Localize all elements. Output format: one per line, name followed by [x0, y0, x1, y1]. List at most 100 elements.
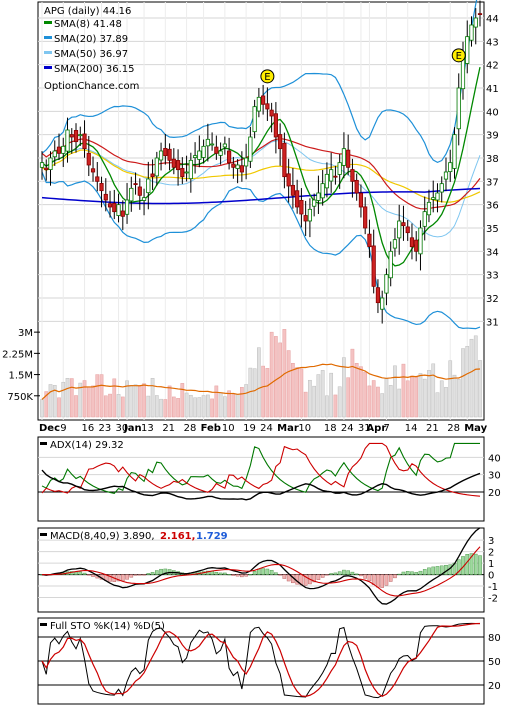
volume-bar: [350, 348, 355, 418]
price-tick-label: 39: [486, 131, 499, 142]
candle-body: [431, 197, 436, 200]
candle-body: [69, 134, 74, 138]
volume-bar: [286, 350, 291, 418]
macd-histogram-bar: [333, 572, 338, 575]
volume-bar: [342, 357, 346, 418]
candle-body: [405, 226, 410, 234]
volume-bar: [167, 385, 172, 418]
candle-body: [120, 210, 125, 217]
price-candles: EE: [39, 0, 483, 324]
candle-body: [205, 138, 210, 147]
macd-histogram-bar: [150, 572, 155, 575]
macd-histogram-bar: [163, 568, 168, 575]
macd-title: MACD(8,40,9) 3.890, 2.161, 1.729: [40, 531, 228, 542]
volume-tick-label: 3M: [18, 328, 33, 339]
macd-histogram-bar: [91, 574, 95, 577]
sto-title: Full STO %K(14) %D(5): [40, 621, 165, 632]
legend-sma20: SMA(20) 37.89: [54, 34, 128, 45]
candle-body: [337, 162, 342, 175]
volume-bar: [103, 395, 108, 418]
candle-body: [397, 220, 402, 239]
date-tick-label: 18: [324, 423, 337, 434]
candle-body: [56, 146, 62, 154]
macd-histogram-bar: [261, 568, 265, 575]
date-tick-label: 19: [243, 423, 256, 434]
candle-body: [171, 158, 176, 168]
macd-histogram-bar: [214, 572, 219, 575]
date-tick-label: Dec: [39, 423, 60, 434]
volume-bar: [244, 384, 248, 418]
volume-bar: [469, 338, 474, 418]
date-tick-label: 7: [383, 423, 389, 434]
candle-body: [129, 187, 134, 202]
candle-body: [192, 155, 198, 158]
volume-bar: [354, 363, 359, 418]
volume-bar: [299, 368, 304, 418]
candle-body: [158, 150, 164, 161]
candle-body: [380, 297, 385, 310]
candle-body: [48, 157, 53, 170]
volume-bar: [448, 360, 453, 418]
indicator-tick-label: -2: [488, 594, 498, 605]
date-tick-label: 30: [116, 423, 129, 434]
macd-histogram-bar: [316, 574, 321, 580]
macd-histogram-bar: [278, 574, 282, 576]
volume-bar: [78, 382, 83, 418]
macd-histogram-bar: [159, 568, 163, 575]
candle-body: [388, 250, 393, 279]
volume-tick-label: 1.5M: [8, 371, 33, 382]
volume-bar: [193, 397, 197, 418]
legend-swatch-sma50: [44, 51, 52, 54]
date-tick-label: Feb: [201, 423, 221, 434]
macd-histogram-bar: [133, 574, 138, 576]
candle-body: [295, 190, 300, 208]
macd-histogram-bar: [223, 572, 227, 575]
candle-body: [290, 184, 295, 196]
candle-body: [95, 176, 100, 182]
volume-bar: [171, 396, 176, 418]
candle-body: [112, 202, 117, 213]
macd-histogram-bar: [367, 574, 372, 582]
indicator-tick-label: 20: [488, 488, 501, 499]
volume-bar: [431, 363, 436, 418]
volume-average-line: [41, 363, 481, 400]
candle-body: [367, 233, 372, 248]
volume-bar: [44, 391, 49, 418]
volume-bar: [325, 395, 329, 418]
candle-body: [222, 143, 227, 148]
candle-body: [235, 164, 240, 169]
macd-histogram-bar: [384, 574, 389, 586]
indicator-tick-label: 2: [488, 548, 494, 559]
candle-body: [329, 169, 334, 182]
price-tick-label: 34: [486, 247, 499, 258]
candle-body: [303, 215, 308, 222]
volume-bar: [91, 385, 95, 418]
macd-histogram-bar: [78, 571, 83, 575]
macd-histogram-bar: [329, 573, 333, 575]
volume-bar: [363, 371, 368, 418]
macd-histogram-bar: [354, 573, 359, 575]
macd-histogram-bar: [469, 553, 474, 575]
candle-body: [261, 95, 266, 105]
macd-histogram-bar: [478, 555, 482, 575]
candle-body: [448, 162, 453, 173]
macd-histogram-bar: [82, 572, 87, 575]
candle-body: [244, 157, 249, 167]
candle-body: [469, 24, 474, 41]
candle-body: [73, 130, 79, 143]
macd-histogram-bar: [248, 574, 253, 576]
candle-body: [167, 148, 172, 161]
candle-body: [282, 142, 287, 178]
volume-bar: [142, 383, 146, 418]
macd-histogram-bar: [240, 574, 244, 578]
candle-body: [146, 178, 151, 194]
macd-histogram-bar: [393, 574, 397, 579]
volume-bar: [240, 387, 244, 418]
macd-histogram-bar: [108, 574, 112, 582]
candle-body: [422, 211, 427, 227]
candle-body: [180, 168, 185, 178]
volume-bar: [265, 368, 270, 418]
macd-histogram-bar: [235, 574, 240, 577]
macd-histogram-bar: [388, 574, 393, 582]
volume-bar: [401, 363, 406, 418]
